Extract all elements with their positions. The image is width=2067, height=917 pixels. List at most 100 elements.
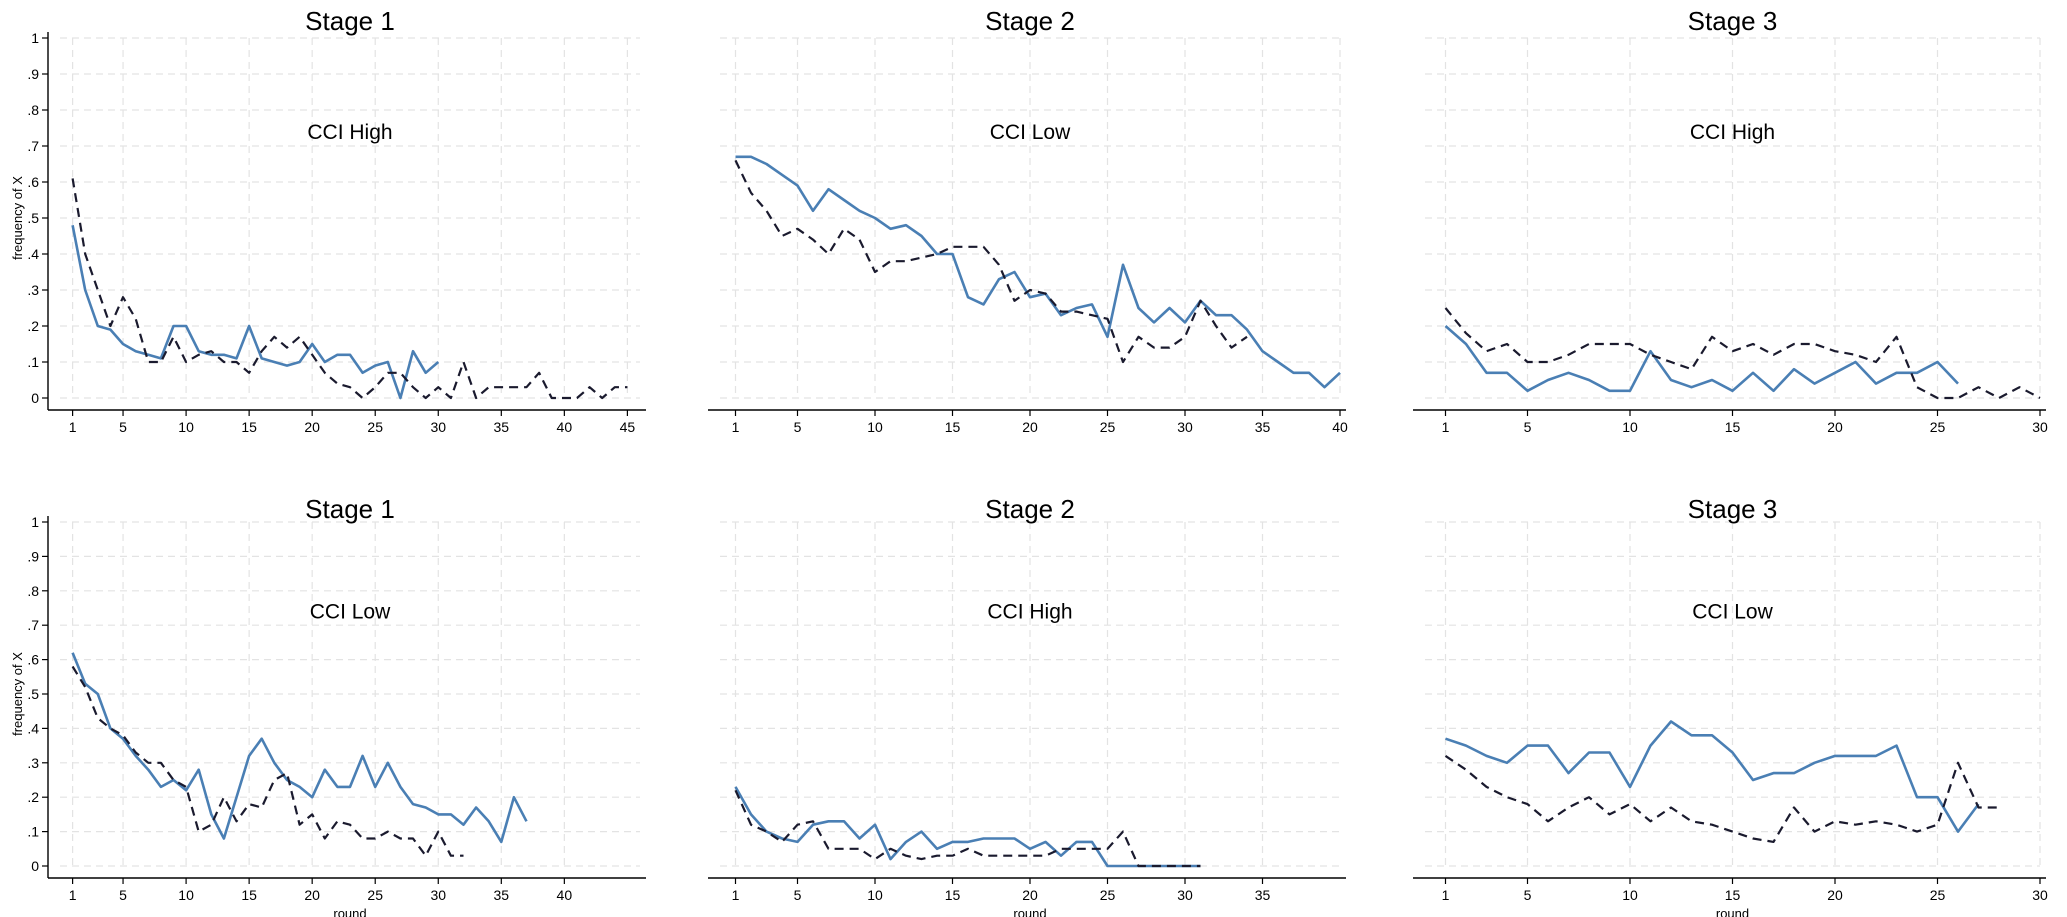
y-tick-label: .8: [27, 102, 39, 118]
solid-series-line: [71, 224, 440, 400]
x-tick-label: 15: [945, 887, 961, 903]
y-tick-label: .4: [27, 246, 39, 262]
x-tick-label: 25: [367, 419, 383, 435]
gridlines: [720, 37, 1341, 399]
x-tick-label: 20: [304, 419, 320, 435]
x-tick-label: 25: [1930, 419, 1946, 435]
y-tick-label: 0: [31, 858, 39, 874]
x-tick-label: 35: [1255, 419, 1271, 435]
x-tick-label: 30: [430, 419, 446, 435]
x-tick-label: 25: [1930, 887, 1946, 903]
y-tick-label: .1: [27, 824, 39, 840]
x-tick-label: 20: [1827, 887, 1843, 903]
x-tick-label: 35: [494, 887, 510, 903]
dashed-series-line: [734, 159, 1248, 364]
y-tick-label: .7: [27, 617, 39, 633]
y-axis-label: frequency of X: [10, 652, 25, 736]
x-tick-label: 20: [304, 887, 320, 903]
x-tick-label: 5: [119, 419, 127, 435]
x-tick-label: 20: [1022, 419, 1038, 435]
x-tick-label: 5: [119, 887, 127, 903]
panel-title: Stage 3: [1688, 494, 1778, 524]
x-tick-label: 45: [620, 419, 636, 435]
gridlines: [720, 521, 1340, 867]
x-tick-label: 1: [732, 887, 740, 903]
dashed-series-line: [71, 178, 628, 400]
x-tick-label: 15: [945, 419, 961, 435]
panel-annotation: CCI Low: [310, 600, 391, 623]
solid-series-line: [734, 786, 1201, 868]
x-tick-label: 30: [430, 887, 446, 903]
panel-title: Stage 1: [305, 494, 395, 524]
x-tick-label: 35: [494, 419, 510, 435]
x-tick-label: 30: [2032, 419, 2048, 435]
x-tick-label: 1: [1442, 887, 1450, 903]
panel-annotation: CCI Low: [1692, 600, 1773, 623]
x-tick-label: 10: [1622, 887, 1638, 903]
x-tick-label: 30: [1177, 887, 1193, 903]
solid-series-line: [735, 155, 1341, 389]
y-tick-label: .6: [27, 174, 39, 190]
y-tick-label: 1: [31, 30, 39, 46]
panel-title: Stage 2: [985, 6, 1075, 36]
dashed-series-line: [1444, 754, 1999, 844]
x-tick-label: 25: [367, 887, 383, 903]
y-tick-label: .2: [27, 318, 39, 334]
panel-title: Stage 2: [985, 494, 1075, 524]
x-tick-label: 20: [1022, 887, 1038, 903]
panel-title: Stage 1: [305, 6, 395, 36]
x-axis-label: round: [1013, 906, 1046, 917]
gridlines: [1425, 37, 2041, 399]
x-tick-label: 10: [178, 887, 194, 903]
dashed-series-line: [734, 789, 1201, 868]
y-tick-label: .9: [27, 66, 39, 82]
y-tick-label: .4: [27, 720, 39, 736]
dashed-series-line: [71, 665, 464, 857]
x-tick-label: 1: [69, 887, 77, 903]
x-tick-label: 1: [732, 419, 740, 435]
y-tick-label: .3: [27, 282, 39, 298]
x-tick-label: 10: [867, 887, 883, 903]
solid-series-line: [1445, 720, 1980, 833]
x-tick-label: 40: [557, 419, 573, 435]
x-tick-label: 10: [867, 419, 883, 435]
x-tick-label: 35: [1255, 887, 1271, 903]
y-tick-label: .5: [27, 210, 39, 226]
y-tick-label: .8: [27, 583, 39, 599]
x-tick-label: 5: [1524, 419, 1532, 435]
solid-series-line: [1444, 325, 1959, 393]
x-tick-label: 40: [1332, 419, 1348, 435]
x-tick-label: 10: [178, 419, 194, 435]
x-tick-label: 15: [241, 419, 257, 435]
x-tick-label: 1: [69, 419, 77, 435]
y-tick-label: .3: [27, 755, 39, 771]
gridlines: [1425, 521, 2041, 867]
y-tick-label: .6: [27, 652, 39, 668]
x-tick-label: 5: [794, 887, 802, 903]
panel-annotation: CCI High: [987, 600, 1072, 623]
x-tick-label: 15: [241, 887, 257, 903]
y-tick-label: .2: [27, 789, 39, 805]
x-tick-label: 15: [1725, 419, 1741, 435]
y-tick-label: 0: [31, 390, 39, 406]
panel-annotation: CCI High: [1690, 121, 1775, 144]
gridlines: [60, 521, 640, 867]
x-tick-label: 15: [1725, 887, 1741, 903]
x-tick-label: 30: [2032, 887, 2048, 903]
x-tick-label: 10: [1622, 419, 1638, 435]
solid-series-line: [71, 652, 528, 844]
x-tick-label: 25: [1100, 419, 1116, 435]
y-tick-label: .1: [27, 354, 39, 370]
y-tick-label: .9: [27, 548, 39, 564]
x-tick-label: 40: [557, 887, 573, 903]
x-axis-label: round: [333, 906, 366, 917]
x-tick-label: 30: [1177, 419, 1193, 435]
panel-annotation: CCI High: [307, 121, 392, 144]
x-tick-label: 5: [794, 419, 802, 435]
y-tick-label: 1: [31, 514, 39, 530]
